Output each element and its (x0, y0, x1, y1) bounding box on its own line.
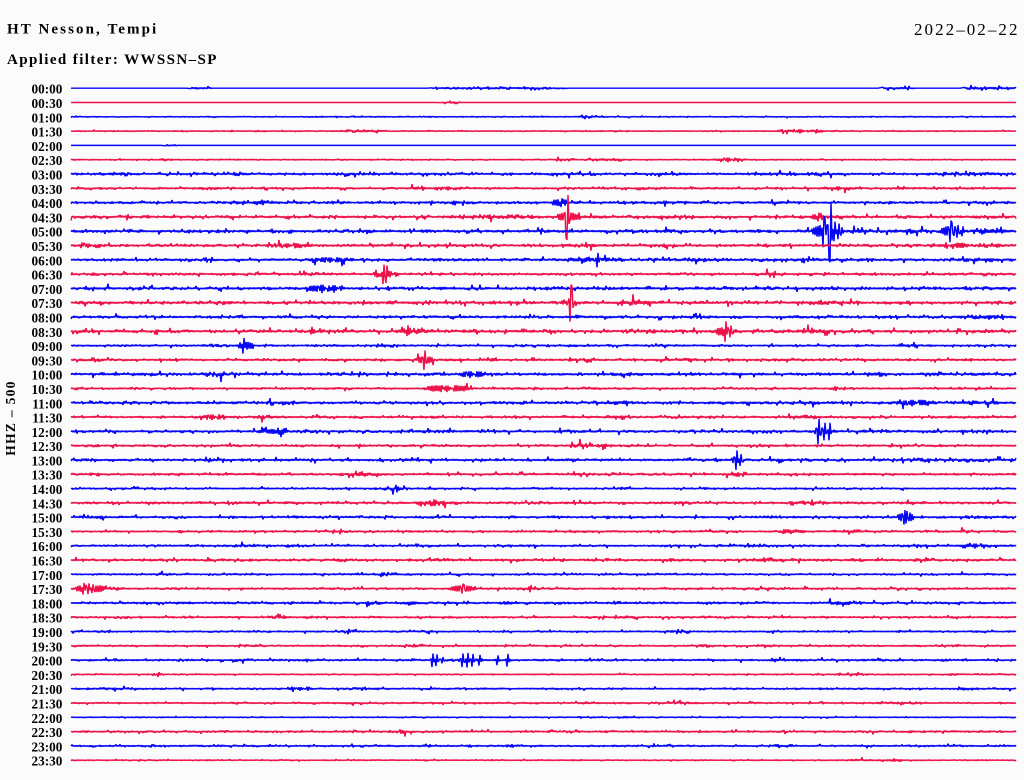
svg-text:06:00: 06:00 (32, 253, 63, 268)
svg-text:07:00: 07:00 (32, 282, 63, 297)
svg-text:HT Nesson, Tempi: HT Nesson, Tempi (7, 22, 158, 38)
svg-text:03:00: 03:00 (32, 168, 63, 183)
svg-text:12:00: 12:00 (32, 425, 63, 440)
svg-text:05:00: 05:00 (32, 225, 63, 240)
svg-text:02:30: 02:30 (32, 153, 63, 168)
svg-text:16:00: 16:00 (32, 539, 63, 554)
svg-text:20:30: 20:30 (32, 668, 63, 683)
svg-text:17:30: 17:30 (32, 582, 63, 597)
svg-text:09:00: 09:00 (32, 339, 63, 354)
svg-text:10:00: 10:00 (32, 368, 63, 383)
svg-text:2022–02–22: 2022–02–22 (914, 20, 1020, 39)
svg-text:06:30: 06:30 (32, 268, 63, 283)
svg-text:04:30: 04:30 (32, 210, 63, 225)
svg-text:21:00: 21:00 (32, 682, 63, 697)
svg-text:19:30: 19:30 (32, 639, 63, 654)
svg-text:21:30: 21:30 (32, 697, 63, 712)
svg-text:12:30: 12:30 (32, 439, 63, 454)
svg-text:04:00: 04:00 (32, 196, 63, 211)
svg-text:23:00: 23:00 (32, 739, 63, 754)
svg-text:15:30: 15:30 (32, 525, 63, 540)
svg-text:14:00: 14:00 (32, 482, 63, 497)
svg-text:22:00: 22:00 (32, 711, 63, 726)
svg-text:14:30: 14:30 (32, 496, 63, 511)
svg-text:13:30: 13:30 (32, 468, 63, 483)
svg-text:08:00: 08:00 (32, 311, 63, 326)
svg-text:Applied filter: WWSSN–SP: Applied filter: WWSSN–SP (7, 52, 218, 68)
svg-text:19:00: 19:00 (32, 625, 63, 640)
svg-text:20:00: 20:00 (32, 654, 63, 669)
svg-text:07:30: 07:30 (32, 296, 63, 311)
svg-text:15:00: 15:00 (32, 511, 63, 526)
svg-text:05:30: 05:30 (32, 239, 63, 254)
svg-text:HHZ – 500: HHZ – 500 (3, 380, 18, 455)
svg-text:18:30: 18:30 (32, 611, 63, 626)
svg-text:23:30: 23:30 (32, 754, 63, 769)
svg-text:11:00: 11:00 (32, 396, 62, 411)
svg-text:02:00: 02:00 (32, 139, 63, 154)
svg-text:11:30: 11:30 (32, 411, 62, 426)
svg-text:08:30: 08:30 (32, 325, 63, 340)
svg-text:09:30: 09:30 (32, 353, 63, 368)
svg-text:01:00: 01:00 (32, 110, 63, 125)
svg-text:10:30: 10:30 (32, 382, 63, 397)
svg-text:18:00: 18:00 (32, 596, 63, 611)
svg-text:13:00: 13:00 (32, 453, 63, 468)
svg-text:03:30: 03:30 (32, 182, 63, 197)
svg-text:17:00: 17:00 (32, 568, 63, 583)
svg-text:00:00: 00:00 (32, 82, 63, 97)
svg-text:01:30: 01:30 (32, 125, 63, 140)
svg-text:00:30: 00:30 (32, 96, 63, 111)
svg-text:16:30: 16:30 (32, 554, 63, 569)
svg-text:22:30: 22:30 (32, 725, 63, 740)
